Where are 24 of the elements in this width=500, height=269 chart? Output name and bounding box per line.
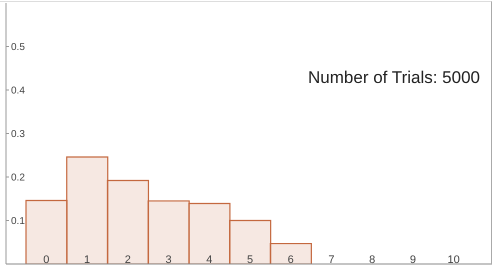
x-tick-label: 1 bbox=[84, 254, 90, 266]
bar bbox=[270, 242, 312, 264]
bar bbox=[188, 202, 231, 264]
bar bbox=[229, 220, 272, 264]
x-tick-label: 10 bbox=[448, 254, 460, 266]
x-tick-label: 6 bbox=[288, 254, 294, 266]
y-tick-label: 0.1 bbox=[11, 216, 26, 228]
y-tick-label: 0.4 bbox=[11, 86, 26, 97]
x-tick-label: 0 bbox=[43, 254, 50, 266]
x-tick-label: 3 bbox=[165, 254, 172, 266]
x-tick-label: 4 bbox=[206, 254, 212, 266]
y-tick-label: 0.2 bbox=[11, 172, 26, 184]
annotation: Number of Trials: 5000 bbox=[308, 68, 480, 87]
y-tick-label: 0.5 bbox=[11, 42, 26, 54]
bar bbox=[66, 156, 108, 264]
bar bbox=[106, 180, 150, 264]
x-tick-label: 2 bbox=[124, 254, 131, 266]
bar bbox=[25, 200, 68, 264]
x-tick-label: 8 bbox=[369, 254, 376, 266]
x-tick-label: 5 bbox=[246, 254, 254, 266]
y-tick-label: 0.3 bbox=[11, 129, 26, 140]
x-tick-label: 7 bbox=[328, 254, 335, 266]
bar bbox=[148, 200, 190, 264]
x-tick-label: 9 bbox=[410, 254, 416, 266]
